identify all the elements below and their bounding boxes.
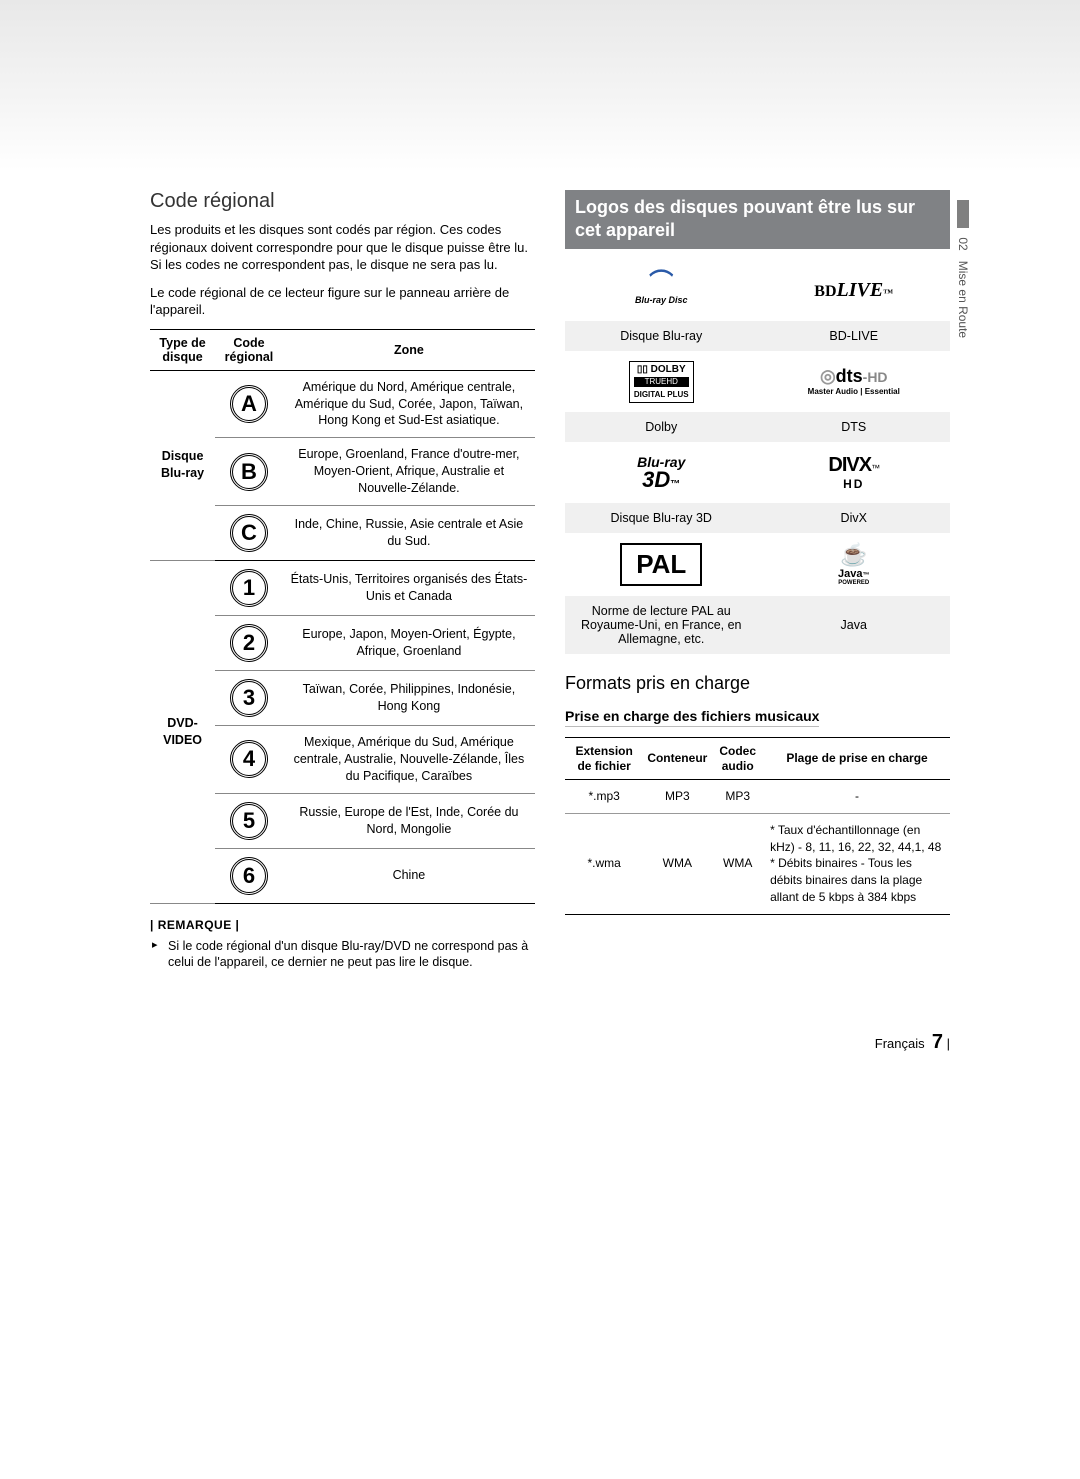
side-tab-label: Mise en Route xyxy=(956,261,970,338)
logo-label: Norme de lecture PAL au Royaume-Uni, en … xyxy=(565,596,758,655)
region-para-1: Les produits et les disques sont codés p… xyxy=(150,221,535,274)
zone-cell: Russie, Europe de l'Est, Inde, Corée du … xyxy=(283,793,535,848)
pal-text: PAL xyxy=(620,543,702,586)
dts-hd: -HD xyxy=(863,369,888,385)
logo-label: DivX xyxy=(758,503,951,534)
side-tab-marker xyxy=(957,200,969,228)
music-cont: MP3 xyxy=(643,780,711,814)
side-tab-num: 02 xyxy=(956,237,970,250)
region-code-icon: B xyxy=(230,453,268,491)
music-heading: Prise en charge des fichiers musicaux xyxy=(565,708,819,727)
left-column: Code régional Les produits et les disque… xyxy=(150,190,535,971)
table-row: *.wma WMA WMA * Taux d'échantillonnage (… xyxy=(565,813,950,914)
bluray-disc-logo: ⌒ Blu-ray Disc xyxy=(565,261,758,321)
region-code-icon: C xyxy=(230,514,268,552)
formats-heading: Formats pris en charge xyxy=(565,673,950,694)
br3d-tm: ™ xyxy=(670,479,680,490)
region-para-2: Le code régional de ce lecteur figure su… xyxy=(150,284,535,319)
region-code-icon: 4 xyxy=(230,740,268,778)
bluray-disc-text: Blu-ray Disc xyxy=(635,295,688,305)
zone-cell: États-Unis, Territoires organisés des Ét… xyxy=(283,560,535,615)
table-row: Disque Blu-ray A Amérique du Nord, Améri… xyxy=(150,370,535,438)
zone-cell: Europe, Groenland, France d'outre-mer, M… xyxy=(283,438,535,506)
zone-cell: Taïwan, Corée, Philippines, Indonésie, H… xyxy=(283,670,535,725)
music-th-codec: Codec audio xyxy=(711,738,764,780)
note-body: Si le code régional d'un disque Blu-ray/… xyxy=(150,938,535,972)
music-table: Extension de fichier Conteneur Codec aud… xyxy=(565,737,950,915)
logos-banner: Logos des disques pouvant être lus sur c… xyxy=(565,190,950,249)
divx-tm: ™ xyxy=(871,463,879,473)
divx-main: DIVX xyxy=(828,454,871,476)
dolby-brand: ▯▯ DOLBY xyxy=(637,364,686,375)
java-cup-icon: ☕ xyxy=(838,542,869,568)
bluray-3d-logo: Blu-ray 3D™ xyxy=(565,443,758,503)
note-heading: | REMARQUE | xyxy=(150,918,535,932)
zone-cell: Amérique du Nord, Amérique centrale, Amé… xyxy=(283,370,535,438)
dolby-logo: ▯▯ DOLBY TRUEHD DIGITAL PLUS xyxy=(565,352,758,412)
java-powered: POWERED xyxy=(838,580,869,586)
java-label: Java xyxy=(838,568,862,580)
side-tab: 02 Mise en Route xyxy=(956,200,970,338)
divx-logo: DIVX™ HD xyxy=(758,443,951,503)
page-footer: Français 7 | xyxy=(0,1011,1080,1094)
region-code-icon: 2 xyxy=(230,624,268,662)
region-code-icon: 1 xyxy=(230,569,268,607)
pal-logo: PAL xyxy=(565,534,758,596)
region-th-code: Code régional xyxy=(215,329,283,370)
dts-main: dts xyxy=(836,366,863,386)
logo-label: Dolby xyxy=(565,412,758,443)
dts-logo: ◎dts-HD Master Audio | Essential xyxy=(758,352,951,412)
bluray-arc-icon: ⌒ xyxy=(635,275,688,292)
region-code-heading: Code régional xyxy=(150,190,535,213)
right-column: Logos des disques pouvant être lus sur c… xyxy=(565,190,950,971)
dvd-type-cell: DVD-VIDEO xyxy=(150,560,215,903)
bdlive-live: LIVE xyxy=(837,279,884,301)
logos-table: ⌒ Blu-ray Disc BDLIVE™ Disque Blu-ray BD… xyxy=(565,261,950,656)
table-row: *.mp3 MP3 MP3 - xyxy=(565,780,950,814)
music-th-ext: Extension de fichier xyxy=(565,738,643,780)
music-cont: WMA xyxy=(643,813,711,914)
footer-lang: Français xyxy=(875,1036,925,1051)
music-th-range: Plage de prise en charge xyxy=(764,738,950,780)
region-code-icon: 5 xyxy=(230,802,268,840)
region-th-zone: Zone xyxy=(283,329,535,370)
zone-cell: Europe, Japon, Moyen-Orient, Égypte, Afr… xyxy=(283,615,535,670)
region-code-icon: 3 xyxy=(230,679,268,717)
bd-live-logo: BDLIVE™ xyxy=(758,261,951,321)
header-gradient xyxy=(0,0,1080,170)
dolby-truehd: TRUEHD xyxy=(634,377,689,387)
logo-label: DTS xyxy=(758,412,951,443)
music-th-cont: Conteneur xyxy=(643,738,711,780)
footer-page: 7 xyxy=(932,1031,943,1053)
bdlive-bd: BD xyxy=(814,283,836,300)
region-code-icon: 6 xyxy=(230,857,268,895)
region-code-icon: A xyxy=(230,385,268,423)
zone-cell: Mexique, Amérique du Sud, Amérique centr… xyxy=(283,725,535,793)
logo-label: BD-LIVE xyxy=(758,321,951,352)
region-table: Type de disque Code régional Zone Disque… xyxy=(150,329,535,904)
music-ext: *.mp3 xyxy=(565,780,643,814)
zone-cell: Chine xyxy=(283,848,535,903)
zone-cell: Inde, Chine, Russie, Asie centrale et As… xyxy=(283,505,535,560)
music-codec: WMA xyxy=(711,813,764,914)
table-row: DVD-VIDEO 1 États-Unis, Territoires orga… xyxy=(150,560,535,615)
footer-bar: | xyxy=(947,1036,950,1051)
java-logo: ☕ Java™ POWERED xyxy=(758,534,951,596)
bdlive-tm: ™ xyxy=(883,288,893,299)
dts-sub: Master Audio | Essential xyxy=(808,387,900,396)
music-range: - xyxy=(764,780,950,814)
logo-label: Disque Blu-ray xyxy=(565,321,758,352)
music-range: * Taux d'échantillonnage (en kHz) - 8, 1… xyxy=(764,813,950,914)
br3d-l2: 3D xyxy=(642,467,670,492)
music-ext: *.wma xyxy=(565,813,643,914)
region-th-type: Type de disque xyxy=(150,329,215,370)
divx-hd: HD xyxy=(828,477,879,491)
logo-label: Disque Blu-ray 3D xyxy=(565,503,758,534)
logo-label: Java xyxy=(758,596,951,655)
bluray-type-cell: Disque Blu-ray xyxy=(150,370,215,560)
dolby-digitalplus: DIGITAL PLUS xyxy=(634,390,689,399)
music-codec: MP3 xyxy=(711,780,764,814)
